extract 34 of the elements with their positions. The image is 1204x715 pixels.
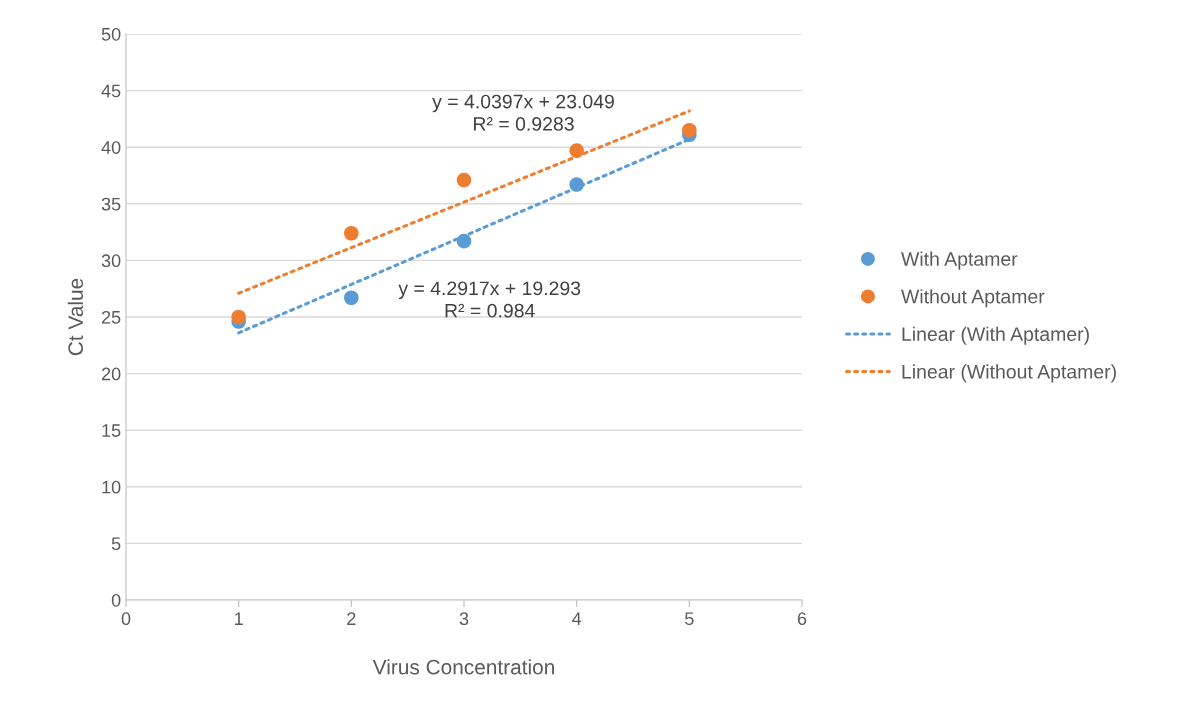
legend-label: Linear (Without Aptamer): [902, 364, 1116, 383]
x-tick-label: 1: [235, 612, 243, 625]
y-tick-label: 25: [101, 310, 121, 324]
annotation: y = 4.2917x + 19.293 R² = 0.984: [398, 281, 581, 318]
legend-label: Without Aptamer: [901, 289, 1045, 308]
legend-label: Linear (With Aptamer): [902, 326, 1089, 345]
point: [456, 233, 472, 249]
y-tick-label: 20: [101, 367, 121, 381]
y-tick-label: 15: [102, 424, 121, 437]
point: [682, 122, 697, 138]
x-tick-label: 5: [685, 612, 694, 626]
x-axis-title: Virus Concentration: [372, 659, 554, 675]
y-tick-label: 50: [101, 27, 121, 41]
y-tick-label: 45: [101, 84, 121, 98]
point: [231, 309, 246, 325]
x-tick-label: 0: [121, 612, 131, 626]
x-tick-label: 6: [797, 612, 807, 626]
x-tick-label: 3: [459, 612, 469, 626]
point: [569, 177, 584, 192]
y-axis-title: Ct Value: [67, 278, 84, 356]
point: [344, 225, 359, 241]
y-tick-label: 35: [101, 197, 121, 211]
point: [456, 172, 472, 188]
annotation: y = 4.0397x + 23.049 R² = 0.9283: [432, 94, 614, 131]
x-tick-label: 4: [572, 612, 582, 625]
legend-label: With Aptamer: [901, 251, 1018, 270]
point: [569, 143, 584, 158]
point: [344, 290, 359, 306]
y-tick-label: 40: [101, 141, 121, 154]
x-tick-label: 2: [347, 612, 356, 625]
y-tick-label: 10: [102, 480, 121, 494]
y-tick-label: 0: [111, 593, 121, 607]
y-tick-label: 5: [111, 537, 121, 551]
y-tick-label: 30: [101, 254, 121, 268]
